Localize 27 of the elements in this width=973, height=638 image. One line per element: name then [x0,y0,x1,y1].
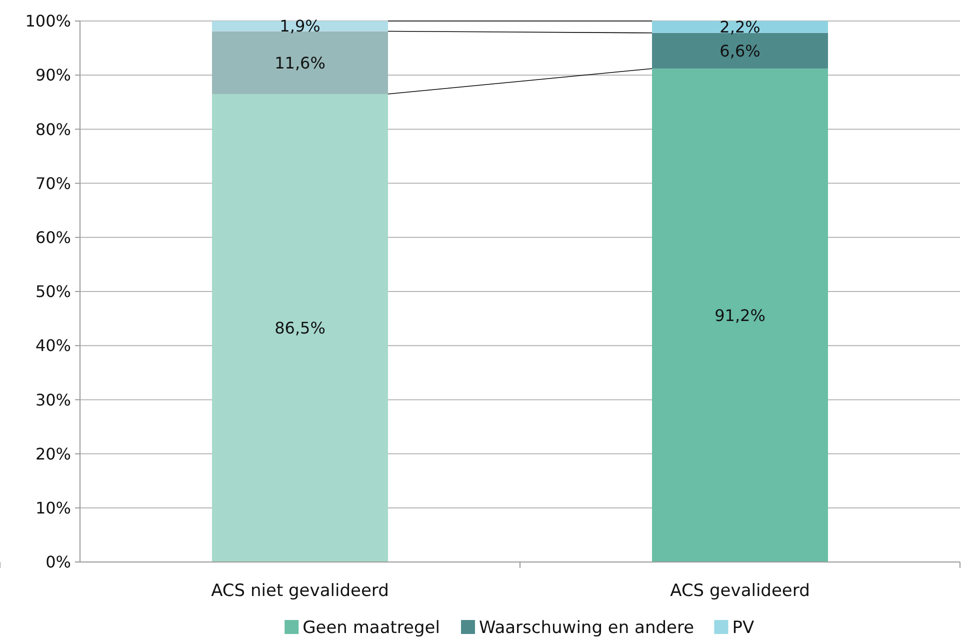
data-label: 1,9% [280,16,320,36]
x-tick-label: ACS niet gevalideerd [211,580,389,601]
data-label: 6,6% [720,41,760,60]
y-tick-label: 80% [35,120,71,139]
y-tick-label: 50% [35,282,71,302]
y-tick-label: 10% [35,498,71,518]
data-label: 86,5% [274,318,326,338]
bar [652,21,828,33]
bar [652,32,828,69]
y-tick-label: 70% [35,174,71,193]
y-tick-label: 40% [35,336,71,356]
data-label: 91,2% [714,306,766,325]
y-tick-label: 0% [46,552,71,572]
bar [212,94,388,562]
data-label: 11,6% [274,53,326,72]
legend-label: Waarschuwing en andere [479,618,694,638]
legend-label: PV [732,618,754,638]
y-tick-label: 60% [35,228,71,247]
y-tick-label: 20% [35,444,71,464]
legend-label: Geen maatregel [302,618,440,638]
bar [652,68,828,562]
bar [212,21,388,32]
x-tick-label: ACS gevalideerd [670,580,810,601]
y-tick-label: 100% [25,12,71,31]
y-tick-label: 30% [35,390,71,410]
data-label: 2,2% [720,18,760,37]
y-tick-label: 90% [35,66,71,85]
